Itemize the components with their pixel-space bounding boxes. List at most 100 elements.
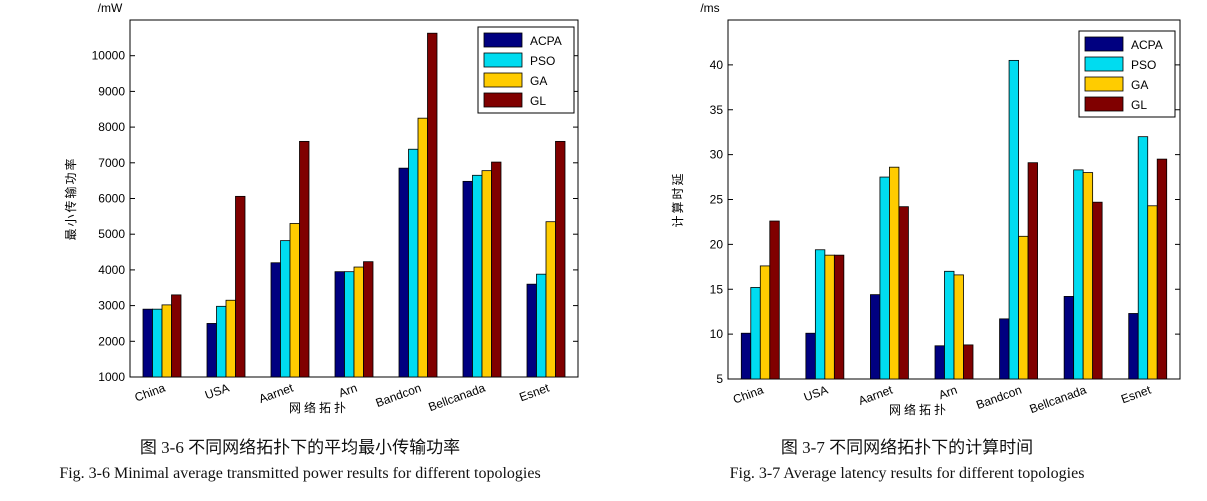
power-bar-pso-esnet [536, 273, 547, 378]
power-category-label: China [133, 381, 168, 405]
power-category-label: Bellcanada [426, 381, 487, 415]
power-bar-ga-esnet [545, 221, 556, 378]
latency-bar-gl-bandcon [1027, 162, 1038, 380]
latency-legend-swatch-ga [1084, 76, 1124, 92]
caption-right-chinese: 图 3-7 不同网络拓扑下的计算时间 [780, 438, 1034, 457]
power-legend-swatch-pso [483, 52, 523, 68]
latency-bar-acpa-china [740, 332, 752, 380]
power-y-tick-label: 8000 [98, 120, 125, 134]
latency-category-label: Bellcanada [1028, 383, 1089, 417]
latency-bar-gl-usa [833, 254, 845, 380]
latency-bar-gl-bellcanada [1092, 201, 1103, 380]
latency-category-label: China [731, 383, 766, 407]
latency-bar-acpa-aarnet [870, 294, 881, 380]
latency-bar-pso-aarnet [879, 176, 890, 380]
latency-legend-label-ga: GA [1131, 78, 1148, 92]
latency-bar-ga-bellcanada [1082, 172, 1094, 380]
power-bar-acpa-bellcanada [462, 180, 473, 378]
latency-bar-ga-bandcon [1018, 235, 1029, 380]
power-category-label: Bandcon [374, 381, 423, 410]
latency-bar-gl-aarnet [898, 206, 909, 380]
power-bar-ga-bandcon [417, 117, 428, 378]
power-bar-gl-bandcon [427, 32, 438, 378]
latency-y-tick-label: 10 [710, 327, 724, 341]
power-legend-swatch-gl [483, 92, 523, 108]
power-legend-label-pso: PSO [530, 54, 555, 68]
power-bar-pso-bandcon [408, 148, 419, 378]
latency-category-label: Arn [937, 383, 959, 403]
latency-bar-pso-esnet [1137, 136, 1149, 380]
power-bar-gl-bellcanada [491, 161, 502, 378]
power-chart: 1000 2000 3000 4000 5000 6000 7000 8000 9000 1000… [63, 1, 579, 415]
power-y-tick-label: 10000 [92, 49, 126, 63]
power-legend-swatch-acpa [483, 32, 523, 48]
latency-legend-swatch-acpa [1084, 36, 1124, 52]
latency-bar-acpa-bellcanada [1063, 296, 1075, 380]
latency-legend-swatch-gl [1084, 96, 1124, 112]
power-category-label: USA [203, 381, 231, 403]
power-bar-pso-china [152, 308, 163, 378]
power-y-tick-label: 6000 [98, 192, 125, 206]
latency-bar-pso-china [750, 287, 761, 380]
latency-category-label: Esnet [1119, 382, 1153, 406]
power-legend-label-gl: GL [530, 94, 546, 108]
power-x-axis-label: 网络拓扑 [289, 400, 349, 415]
latency-bar-pso-usa [814, 249, 826, 380]
power-bar-acpa-usa [206, 323, 217, 378]
power-bar-acpa-china [142, 308, 153, 378]
power-bar-gl-china [171, 294, 182, 378]
latency-y-tick-label: 15 [710, 282, 724, 296]
latency-y-tick-label: 20 [710, 237, 724, 251]
latency-bar-ga-aarnet [889, 166, 900, 380]
latency-y-tick-label: 35 [710, 103, 724, 117]
power-y-tick-label: 2000 [98, 334, 125, 348]
power-bar-pso-usa [216, 305, 227, 378]
power-legend-label-acpa: ACPA [530, 34, 562, 48]
power-bar-ga-aarnet [289, 223, 300, 378]
latency-bar-acpa-usa [805, 332, 816, 380]
latency-bar-pso-bellcanada [1073, 169, 1084, 380]
caption-left-chinese: 图 3-6 不同网络拓扑下的平均最小传输功率 [139, 438, 461, 457]
power-y-tick-label: 3000 [98, 299, 125, 313]
caption-right-english: Fig. 3-7 Average latency results for dif… [729, 465, 1085, 482]
power-bar-acpa-aarnet [270, 262, 281, 378]
latency-bar-acpa-bandcon [999, 318, 1010, 380]
power-bar-ga-usa [225, 299, 236, 378]
latency-bar-ga-arn [953, 274, 964, 380]
latency-bar-ga-china [759, 265, 771, 380]
power-bar-pso-bellcanada [472, 174, 483, 378]
power-y-axis-label: 最小传输功率 [63, 156, 78, 240]
power-bar-acpa-arn [334, 271, 345, 378]
latency-legend-label-gl: GL [1131, 98, 1147, 112]
latency-legend-label-pso: PSO [1131, 58, 1156, 72]
latency-y-tick-label: 30 [710, 148, 724, 162]
power-category-label: Esnet [517, 380, 551, 404]
latency-y-tick-label: 40 [710, 58, 724, 72]
power-bar-ga-bellcanada [481, 170, 492, 378]
power-unit-label: /mW [98, 1, 123, 15]
power-category-label: Arn [337, 381, 359, 401]
latency-y-tick-label: 25 [710, 193, 724, 207]
latency-y-tick-label: 5 [716, 372, 723, 386]
latency-legend-label-acpa: ACPA [1131, 38, 1163, 52]
latency-bar-gl-arn [963, 344, 974, 380]
power-bar-pso-arn [344, 271, 355, 378]
latency-legend-swatch-pso [1084, 56, 1124, 72]
latency-bar-acpa-arn [934, 345, 945, 380]
power-bar-acpa-esnet [526, 283, 537, 378]
power-y-tick-label: 7000 [98, 156, 125, 170]
power-y-tick-label: 9000 [98, 84, 125, 98]
latency-bar-gl-china [769, 220, 780, 380]
latency-bar-ga-usa [824, 254, 835, 380]
power-legend-swatch-ga [483, 72, 523, 88]
power-bar-ga-china [161, 304, 172, 378]
power-bar-gl-aarnet [299, 140, 310, 378]
power-bar-gl-usa [235, 195, 246, 378]
power-bar-gl-arn [363, 261, 374, 378]
power-bar-pso-aarnet [280, 240, 291, 378]
power-legend-label-ga: GA [530, 74, 547, 88]
power-y-tick-label: 1000 [98, 370, 125, 384]
latency-category-label: USA [802, 383, 830, 405]
latency-unit-label: /ms [700, 1, 719, 15]
